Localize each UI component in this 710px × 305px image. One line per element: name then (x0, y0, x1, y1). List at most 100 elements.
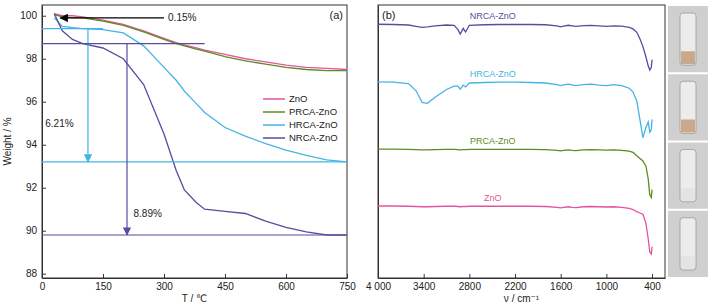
plot-frame (378, 5, 665, 278)
y-tick-mark (42, 59, 46, 60)
x-tick: 450 (217, 274, 234, 292)
chart-root: 01503004506007508890929496981000.15%6.21… (0, 0, 710, 305)
y-tick-label: 92 (26, 182, 38, 193)
legend-label: PRCA-ZnO (289, 106, 337, 117)
y-tick: 94 (26, 139, 46, 150)
x-tick-mark (561, 274, 562, 278)
y-axis (378, 6, 379, 279)
x-axis: 4 000 3400 2800 2200 1600 1000 400 (366, 274, 666, 292)
y-tick-mark (42, 231, 46, 232)
photo-content (681, 188, 695, 201)
x-tick: 750 (339, 274, 356, 292)
panel-title: (a) (330, 9, 343, 21)
photo (668, 74, 708, 140)
x-tick-label: 300 (156, 281, 173, 292)
photo (668, 143, 708, 209)
x-tick-label: 4 000 (366, 281, 391, 292)
panel-title: (b) (382, 9, 395, 21)
annotation-text: 6.21% (45, 118, 73, 129)
figure: 01503004506007508890929496981000.15%6.21… (0, 0, 710, 305)
annotation-line (42, 28, 103, 29)
texts: 0.15% 6.21% 8.89% (a) T / ℃ Weight / % (2, 9, 343, 304)
legend-label: HRCA-ZnO (289, 119, 338, 130)
y-tick-mark (42, 145, 46, 146)
x-tick-mark (103, 274, 104, 278)
x-tick: 2800 (459, 274, 482, 292)
x-tick-mark (515, 274, 516, 278)
x-tick-label: 1000 (596, 281, 619, 292)
x-tick-label: 3400 (413, 281, 436, 292)
x-axis: 0 150 300 450 600 750 (40, 274, 357, 292)
y-axis-line (42, 6, 43, 279)
photo (668, 6, 708, 72)
photo-content (681, 120, 695, 133)
photo-vial (680, 150, 696, 202)
y-tick-label: 94 (26, 139, 38, 150)
legend-label: NRCA-ZnO (289, 132, 338, 143)
series-line (54, 14, 347, 235)
photo-vial (680, 13, 696, 65)
x-tick-label: 2800 (459, 281, 482, 292)
y-tick-label: 96 (26, 96, 38, 107)
series-line (54, 18, 347, 162)
x-tick-mark (424, 274, 425, 278)
series-label: PRCA-ZnO (470, 136, 516, 146)
y-tick-label: 100 (20, 10, 37, 21)
series-line (378, 82, 652, 138)
panel: 4 000 3400 2800 2200 1600 1000 400 (b) ν / cm⁻¹ N… (366, 5, 666, 304)
x-axis-title: T / ℃ (182, 293, 208, 304)
y-tick-mark (42, 102, 46, 103)
x-tick: 600 (278, 274, 295, 292)
series-label: NRCA-ZnO (470, 11, 516, 21)
y-axis-line (378, 6, 379, 279)
y-tick-label: 90 (26, 225, 38, 236)
x-tick-mark (652, 274, 653, 278)
legend-swatch (263, 137, 285, 139)
series-line (378, 149, 652, 197)
x-tick-label: 0 (40, 281, 46, 292)
y-tick: 98 (26, 53, 46, 64)
x-tick: 2200 (504, 274, 527, 292)
x-tick: 1600 (550, 274, 573, 292)
x-tick-mark (225, 274, 226, 278)
x-axis-title: ν / cm⁻¹ (504, 293, 540, 304)
y-tick-mark (42, 16, 46, 17)
y-tick: 100 (20, 10, 46, 21)
x-tick-label: 2200 (504, 281, 527, 292)
photo-content (681, 51, 695, 64)
x-tick-label: 1600 (550, 281, 573, 292)
y-axis-title: Weight / % (2, 117, 13, 165)
series-line (54, 14, 347, 70)
series-label: ZnO (484, 193, 502, 203)
annotation-text: 8.89% (134, 208, 162, 219)
plot-area (378, 24, 652, 254)
legend-label: ZnO (289, 93, 307, 104)
x-tick-label: 150 (95, 281, 112, 292)
series-label: HRCA-ZnO (470, 69, 516, 79)
annotation-arrow (60, 17, 164, 18)
x-tick: 1000 (596, 274, 619, 292)
x-tick-label: 400 (644, 281, 661, 292)
series-line (378, 24, 652, 70)
series-line (378, 206, 652, 254)
x-tick: 150 (95, 274, 112, 292)
x-axis-line (379, 278, 666, 279)
x-tick: 300 (156, 274, 173, 292)
series-line (54, 15, 347, 71)
annotation-text: 0.15% (168, 12, 196, 23)
texts: (b) ν / cm⁻¹ NRCA-ZnO HRCA-ZnO PRCA-ZnO ZnO (382, 9, 540, 304)
x-tick-mark (606, 274, 607, 278)
x-tick-mark (347, 274, 348, 278)
photo-vial (680, 81, 696, 133)
annotation-arrow (126, 44, 127, 235)
x-tick: 400 (644, 274, 661, 292)
photo-content (681, 256, 695, 269)
x-tick-mark (164, 274, 165, 278)
y-tick-label: 98 (26, 53, 38, 64)
y-tick: 92 (26, 182, 46, 193)
y-tick: 96 (26, 96, 46, 107)
plot-frame (42, 5, 347, 278)
photo (668, 211, 708, 277)
legend-swatch (263, 98, 285, 100)
x-tick-label: 600 (278, 281, 295, 292)
